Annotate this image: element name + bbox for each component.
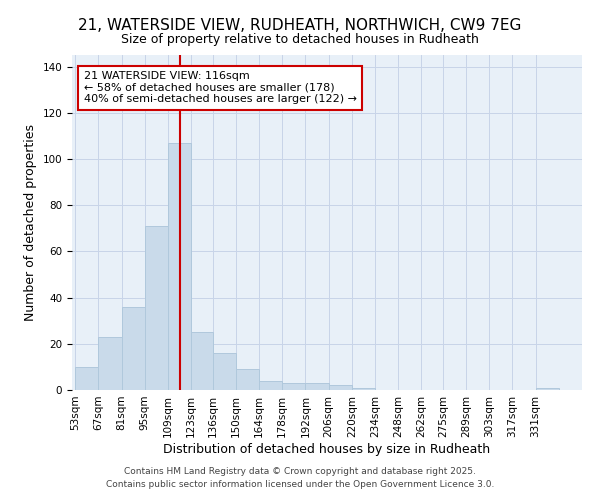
Bar [98,337,122,390]
Bar [329,386,352,390]
Bar [168,143,191,390]
Bar [282,383,305,390]
Bar [305,383,329,390]
Bar [536,388,559,390]
Bar [145,226,168,390]
Text: Contains HM Land Registry data © Crown copyright and database right 2025.
Contai: Contains HM Land Registry data © Crown c… [106,467,494,489]
Text: 21, WATERSIDE VIEW, RUDHEATH, NORTHWICH, CW9 7EG: 21, WATERSIDE VIEW, RUDHEATH, NORTHWICH,… [79,18,521,32]
Text: Size of property relative to detached houses in Rudheath: Size of property relative to detached ho… [121,32,479,46]
Y-axis label: Number of detached properties: Number of detached properties [24,124,37,321]
Bar [191,332,213,390]
Bar [122,307,145,390]
Text: 21 WATERSIDE VIEW: 116sqm
← 58% of detached houses are smaller (178)
40% of semi: 21 WATERSIDE VIEW: 116sqm ← 58% of detac… [83,71,356,104]
Bar [213,353,236,390]
Bar [76,367,98,390]
Bar [236,369,259,390]
X-axis label: Distribution of detached houses by size in Rudheath: Distribution of detached houses by size … [163,442,491,456]
Bar [259,381,282,390]
Bar [352,388,375,390]
